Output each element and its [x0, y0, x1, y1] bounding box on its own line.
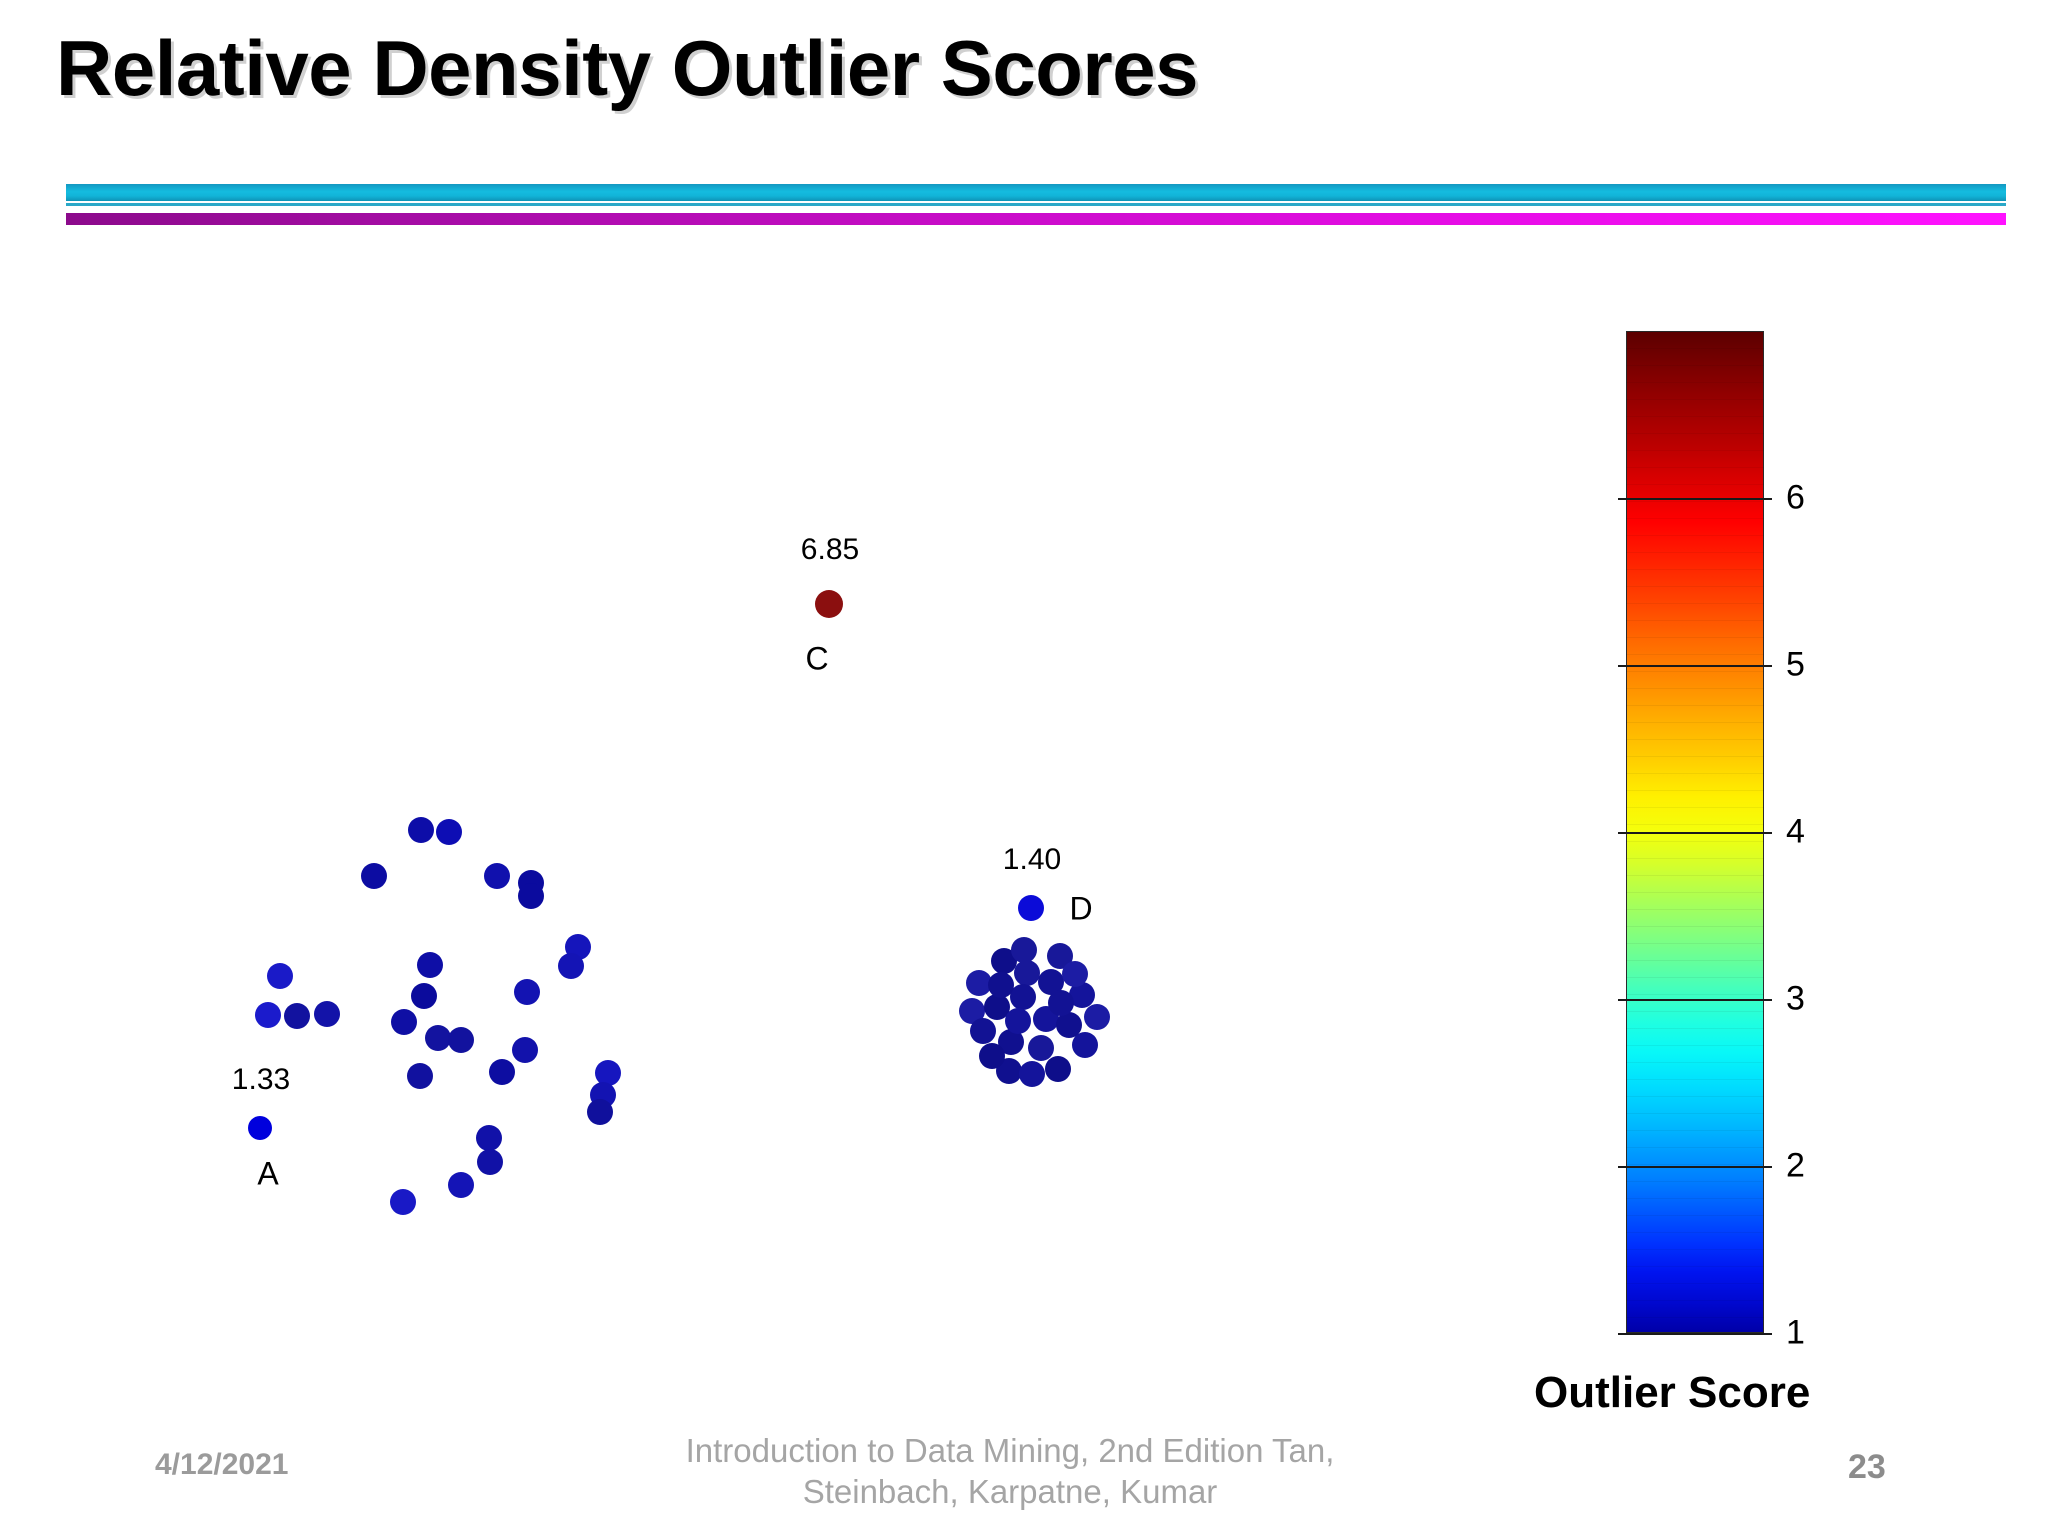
colorbar-tick-mark [1618, 999, 1772, 1001]
data-point [407, 1063, 433, 1089]
colorbar-tick-label: 4 [1786, 812, 1805, 851]
data-point [408, 817, 434, 843]
data-point [484, 863, 510, 889]
footer-date: 4/12/2021 [155, 1448, 289, 1481]
footer-attribution-line2: Steinbach, Karpatne, Kumar [802, 1473, 1218, 1511]
data-point [978, 1043, 1005, 1070]
data-point [1044, 1056, 1071, 1083]
divider-cyan-hairline [66, 203, 2006, 206]
colorbar-tick-mark [1618, 832, 1772, 834]
colorbar-tick-label: 5 [1786, 645, 1805, 684]
data-point-c [815, 590, 843, 618]
data-point-a-score-label: 1.33 [231, 1063, 291, 1096]
page-title: Relative Density Outlier Scores [56, 24, 1198, 112]
data-point [436, 819, 462, 845]
scatter-plot: 1.33 A 6.85 C 1.40 D [0, 250, 1620, 1370]
data-point [966, 969, 993, 996]
data-point [1011, 937, 1038, 964]
data-point [512, 1037, 538, 1063]
data-point [448, 1027, 474, 1053]
colorbar-tick-label: 1 [1786, 1313, 1805, 1352]
data-point-d-score-label: 1.40 [1002, 843, 1062, 876]
data-point [489, 1059, 515, 1085]
colorbar-tick-label: 3 [1786, 979, 1805, 1018]
data-point [988, 972, 1015, 999]
data-point [518, 883, 544, 909]
data-point [1014, 959, 1041, 986]
data-point [970, 1017, 997, 1044]
data-point [476, 1125, 502, 1151]
data-point [1004, 1007, 1031, 1034]
data-point [1062, 960, 1088, 987]
data-point [448, 1172, 474, 1198]
divider-magenta [66, 213, 2006, 225]
data-point [425, 1025, 451, 1051]
data-point [1018, 1061, 1045, 1088]
data-point [477, 1149, 503, 1175]
data-point [314, 1001, 340, 1027]
data-point [411, 983, 437, 1009]
colorbar-tick-mark [1618, 665, 1772, 667]
colorbar-tick-mark [1618, 1333, 1772, 1335]
data-point [361, 863, 387, 889]
data-point [1071, 1032, 1098, 1059]
data-point-d [1018, 895, 1044, 921]
data-point-a-name-label: A [257, 1155, 279, 1192]
data-point [1047, 989, 1074, 1016]
data-point-c-name-label: C [805, 640, 829, 677]
colorbar-tick-mark [1618, 1166, 1772, 1168]
data-point [587, 1099, 613, 1125]
data-point [1010, 984, 1037, 1011]
colorbar-tick-label: 2 [1786, 1146, 1805, 1185]
footer-attribution: Introduction to Data Mining, 2nd Edition… [640, 1430, 1380, 1513]
data-point [1084, 1004, 1111, 1031]
data-point-d-name-label: D [1069, 890, 1093, 927]
colorbar-title: Outlier Score [1534, 1368, 1811, 1417]
data-point [391, 1009, 417, 1035]
data-point [514, 979, 540, 1005]
data-point-c-score-label: 6.85 [800, 533, 860, 566]
data-point-a [248, 1116, 272, 1140]
data-point [390, 1189, 416, 1215]
page-number: 23 [1848, 1448, 1886, 1486]
data-point [417, 952, 443, 978]
divider-cyan [66, 184, 2006, 201]
data-point [595, 1060, 621, 1086]
data-point [284, 1003, 310, 1029]
data-point [267, 963, 293, 989]
data-point [1028, 1034, 1055, 1061]
data-point [1055, 1012, 1082, 1039]
data-point [558, 953, 584, 979]
data-point [255, 1002, 281, 1028]
colorbar-tick-label: 6 [1786, 478, 1805, 517]
footer-attribution-line1: Introduction to Data Mining, 2nd Edition… [685, 1432, 1335, 1469]
colorbar-tick-mark [1618, 498, 1772, 500]
